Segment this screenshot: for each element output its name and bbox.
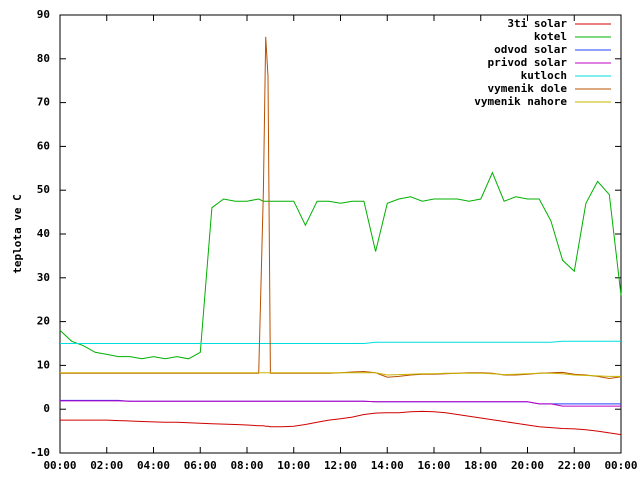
- legend-label: vymenik dole: [488, 82, 568, 95]
- y-tick-label: 20: [37, 315, 50, 328]
- x-tick-label: 00:00: [604, 459, 637, 472]
- series-line: [60, 400, 621, 407]
- x-tick-label: 18:00: [464, 459, 497, 472]
- x-tick-label: 04:00: [137, 459, 170, 472]
- x-tick-label: 08:00: [230, 459, 263, 472]
- x-tick-label: 20:00: [511, 459, 544, 472]
- legend-label: vymenik nahore: [474, 95, 567, 108]
- x-tick-label: 16:00: [417, 459, 450, 472]
- x-tick-label: 22:00: [558, 459, 591, 472]
- x-tick-label: 12:00: [324, 459, 357, 472]
- legend-label: 3ti solar: [507, 17, 567, 30]
- y-tick-label: 70: [37, 96, 50, 109]
- legend-label: privod solar: [488, 56, 568, 69]
- legend-label: odvod solar: [494, 43, 567, 56]
- y-tick-label: 60: [37, 139, 50, 152]
- y-axis-label: teplota ve C: [11, 194, 24, 273]
- x-tick-label: 02:00: [90, 459, 123, 472]
- y-tick-label: 30: [37, 271, 50, 284]
- series-line: [60, 340, 621, 344]
- legend-label: kutloch: [521, 69, 567, 82]
- x-tick-label: 00:00: [43, 459, 76, 472]
- x-tick-label: 14:00: [371, 459, 404, 472]
- y-tick-label: -10: [30, 446, 50, 459]
- y-tick-label: 90: [37, 8, 50, 21]
- y-tick-label: 0: [43, 402, 50, 415]
- x-tick-label: 10:00: [277, 459, 310, 472]
- series-line: [60, 372, 621, 377]
- series-line: [59, 171, 622, 360]
- y-tick-label: 50: [37, 183, 50, 196]
- y-tick-label: 40: [37, 227, 50, 240]
- x-tick-label: 06:00: [184, 459, 217, 472]
- legend-label: kotel: [534, 30, 567, 43]
- y-tick-label: 80: [37, 52, 50, 65]
- y-tick-label: 10: [37, 358, 50, 371]
- series-line: [60, 410, 622, 436]
